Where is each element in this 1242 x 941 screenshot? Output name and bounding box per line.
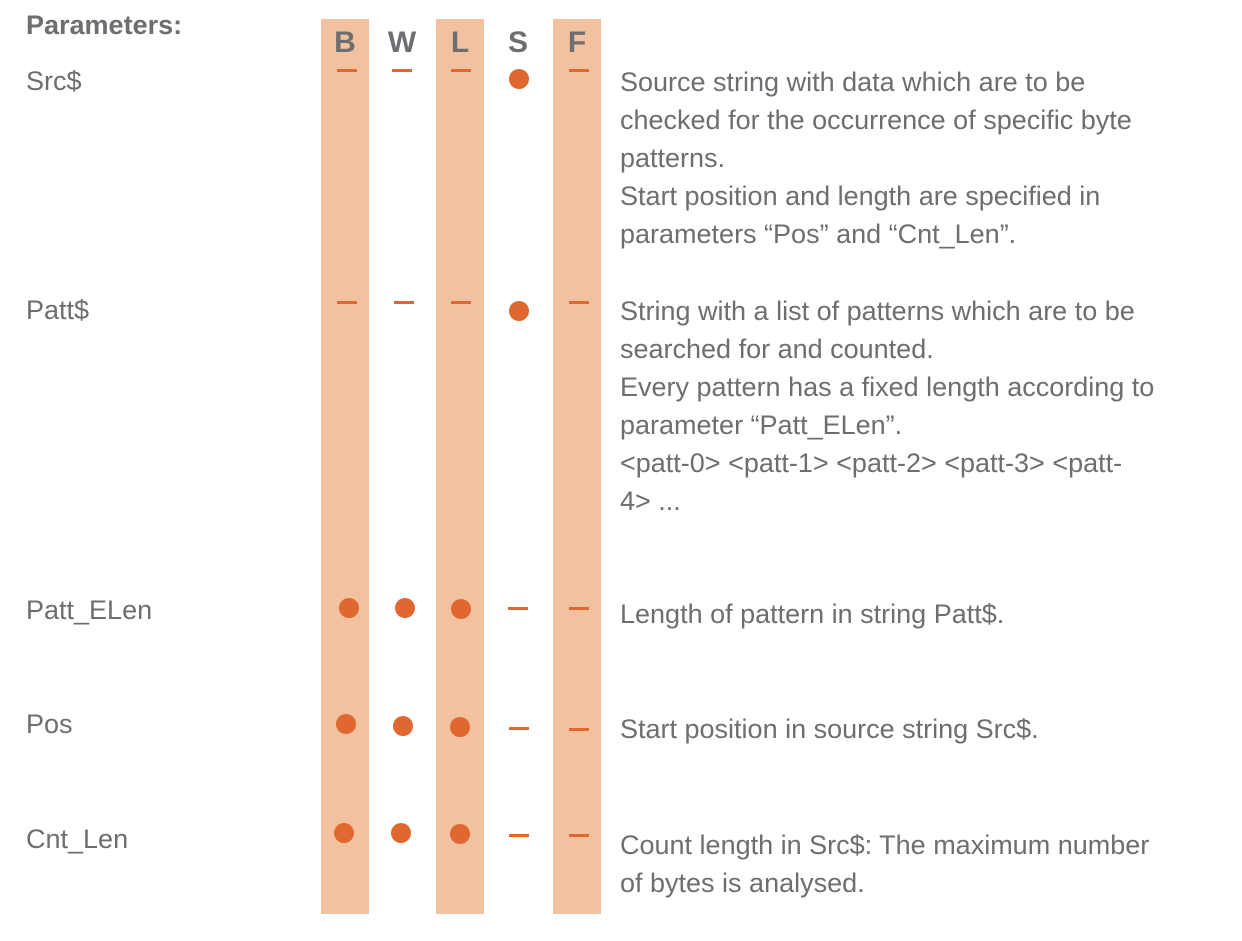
pos-type-s [509, 727, 529, 730]
column-band-l [436, 19, 484, 914]
pos-type-l [450, 717, 470, 737]
desc-line: Start position in source string Src$. [620, 714, 1039, 744]
desc-line: checked for the occurrence of specific b… [620, 105, 1132, 135]
patt-type-f [569, 301, 589, 304]
param-desc-patt: String with a list of patterns which are… [620, 292, 1220, 520]
param-name-src: Src$ [26, 66, 82, 96]
column-header-s: S [507, 26, 528, 59]
desc-line: of bytes is analysed. [620, 868, 865, 898]
patt-elen-type-l [451, 599, 471, 619]
desc-line: Length of pattern in string Patt$. [620, 599, 1005, 629]
column-band-f [553, 19, 601, 914]
src-type-f [569, 69, 589, 72]
desc-line: searched for and counted. [620, 334, 934, 364]
column-header-w: W [387, 26, 417, 59]
desc-line: String with a list of patterns which are… [620, 296, 1135, 326]
patt-elen-type-w [395, 598, 415, 618]
param-name-cnt-len: Cnt_Len [26, 824, 129, 854]
param-name-pos: Pos [26, 709, 73, 739]
column-header-l: L [450, 26, 470, 59]
pos-type-f [569, 728, 589, 731]
parameters-heading: Parameters: [26, 10, 183, 40]
patt-type-w [394, 301, 414, 304]
param-desc-patt-elen: Length of pattern in string Patt$. [620, 595, 1220, 633]
src-type-w [392, 69, 412, 72]
desc-line: <patt-0> <patt-1> <patt-2> <patt-3> <pat… [620, 448, 1123, 478]
desc-line: parameters “Pos” and “Cnt_Len”. [620, 219, 1017, 249]
patt-elen-type-s [508, 607, 528, 610]
column-header-f: F [567, 26, 587, 59]
cnt-len-type-l [450, 824, 470, 844]
cnt-len-type-w [391, 823, 411, 843]
param-name-patt: Patt$ [26, 295, 90, 325]
param-name-patt-elen: Patt_ELen [26, 595, 153, 625]
column-header-b: B [334, 26, 356, 59]
param-desc-cnt-len: Count length in Src$: The maximum number… [620, 826, 1220, 902]
pos-type-b [336, 714, 356, 734]
desc-line: Source string with data which are to be [620, 67, 1086, 97]
patt-type-b [337, 301, 357, 304]
desc-line: 4> ... [620, 486, 681, 516]
src-type-s [509, 69, 529, 89]
desc-line: Count length in Src$: The maximum number [620, 830, 1150, 860]
src-type-l [451, 69, 471, 72]
desc-line: Start position and length are specified … [620, 181, 1101, 211]
desc-line: Every pattern has a fixed length accordi… [620, 372, 1155, 402]
src-type-b [337, 69, 357, 72]
cnt-len-type-s [509, 834, 529, 837]
cnt-len-type-b [334, 823, 354, 843]
desc-line: parameter “Patt_ELen”. [620, 410, 903, 440]
patt-elen-type-b [339, 598, 359, 618]
column-band-b [321, 19, 369, 914]
cnt-len-type-f [569, 834, 589, 837]
pos-type-w [393, 716, 413, 736]
patt-type-s [509, 301, 529, 321]
desc-line: patterns. [620, 143, 726, 173]
param-desc-src: Source string with data which are to be … [620, 63, 1220, 253]
patt-elen-type-f [569, 607, 589, 610]
patt-type-l [451, 301, 471, 304]
param-desc-pos: Start position in source string Src$. [620, 710, 1220, 748]
